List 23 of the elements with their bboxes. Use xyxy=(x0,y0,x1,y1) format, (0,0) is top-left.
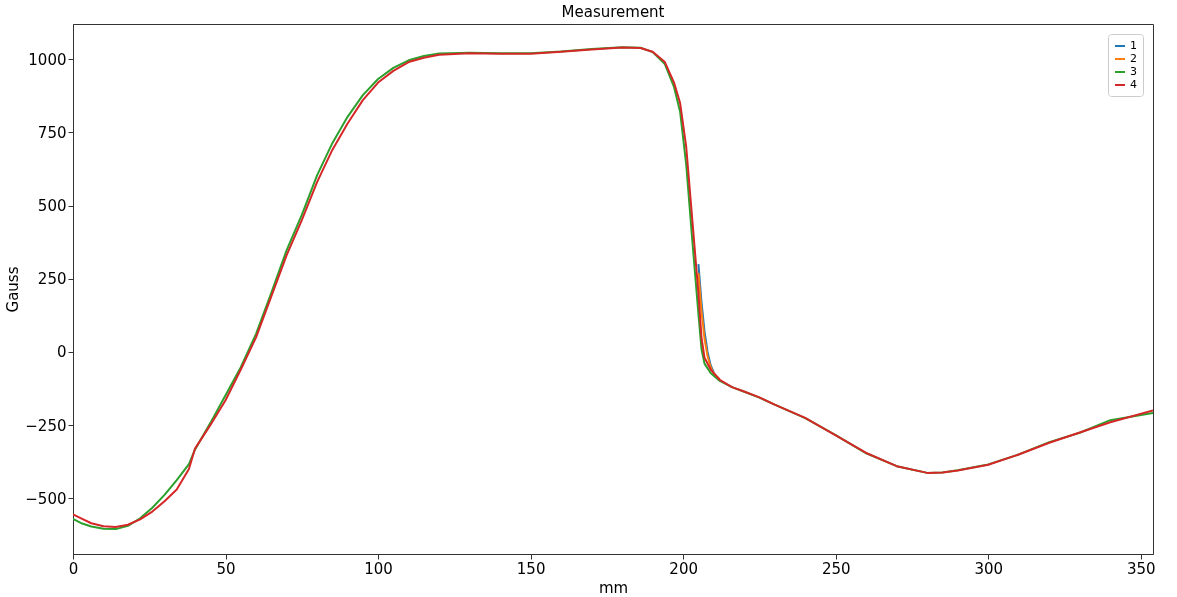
y-tick-label: 0 xyxy=(56,343,67,362)
x-tick-label: 250 xyxy=(821,559,851,578)
x-tick-label: 50 xyxy=(216,559,236,578)
line-series xyxy=(697,263,715,374)
y-tick-label: 750 xyxy=(37,123,67,142)
x-tick-label: 200 xyxy=(669,559,698,578)
legend-label: 1 xyxy=(1130,39,1137,52)
legend-label: 2 xyxy=(1130,52,1137,65)
y-axis-title: Gauss xyxy=(4,266,23,313)
x-tick-label: 100 xyxy=(364,559,393,578)
x-tick-label: 350 xyxy=(1126,559,1156,578)
y-tick-label: −250 xyxy=(25,416,67,435)
legend-label: 4 xyxy=(1130,78,1137,91)
y-tick-label: 500 xyxy=(37,197,67,216)
x-tick-label: 300 xyxy=(974,559,1004,578)
y-tick-label: 1000 xyxy=(28,50,67,69)
x-axis-title: mm xyxy=(598,578,629,597)
x-tick-label: 150 xyxy=(516,559,546,578)
legend-label: 3 xyxy=(1130,65,1137,78)
chart-title: Measurement xyxy=(561,3,665,21)
y-tick-label: 250 xyxy=(37,270,67,289)
y-tick-label: −500 xyxy=(25,489,67,508)
x-tick-label: 0 xyxy=(68,559,79,578)
